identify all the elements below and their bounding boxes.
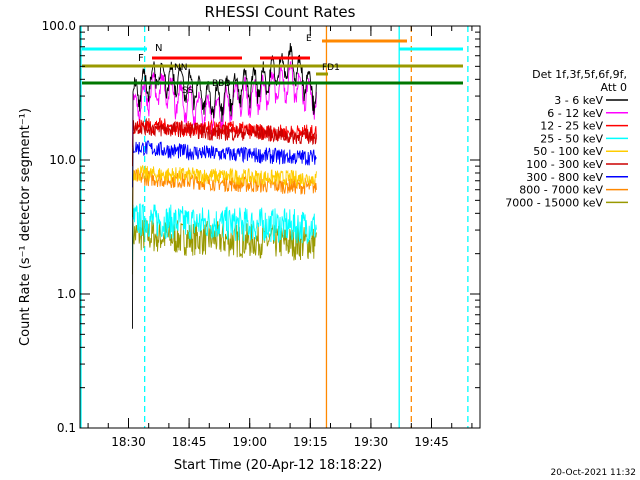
annotation-n: N <box>155 43 162 54</box>
series-line-5 <box>132 117 317 167</box>
x-tick-label-5: 19:45 <box>414 435 449 449</box>
legend-label-2: 12 - 25 keV <box>540 120 603 133</box>
legend-label-6: 300 - 800 keV <box>526 171 603 184</box>
annotation-e: E <box>306 34 312 44</box>
annotation-nn: NN <box>174 63 187 73</box>
y-axis-label: Count Rate (s⁻¹ detector segment⁻¹) <box>18 108 33 346</box>
x-tick-label-0: 18:30 <box>111 435 146 449</box>
series-line-6 <box>132 140 317 188</box>
series-line-1 <box>132 60 317 148</box>
legend-label-5: 100 - 300 keV <box>526 158 603 171</box>
plot-frame <box>79 25 481 429</box>
legend-label-3: 25 - 50 keV <box>540 132 603 145</box>
annotation-ss: SS <box>182 86 194 96</box>
annotation-fd1: FD1 <box>322 63 340 73</box>
legend-header-2: Att 0 <box>601 81 627 94</box>
series-line-7 <box>132 168 317 218</box>
legend-label-4: 50 - 100 keV <box>533 145 603 158</box>
legend-header-1: Det 1f,3f,5f,6f,9f, <box>532 68 627 81</box>
series-line-0 <box>132 42 317 329</box>
x-tick-label-3: 19:15 <box>293 435 328 449</box>
series-line-4 <box>132 164 317 214</box>
legend-label-7: 800 - 7000 keV <box>519 184 603 197</box>
series-line-3 <box>132 203 317 260</box>
annotation-f: F <box>138 53 144 64</box>
x-tick-label-1: 18:45 <box>172 435 207 449</box>
y-tick-label-3: 100.0 <box>42 19 76 33</box>
y-tick-label-2: 10.0 <box>49 153 76 167</box>
legend-label-0: 3 - 6 keV <box>554 94 603 107</box>
x-tick-label-4: 19:30 <box>354 435 389 449</box>
x-tick-label-2: 19:00 <box>232 435 267 449</box>
chart-title: RHESSI Count Rates <box>205 3 356 21</box>
timestamp: 20-Oct-2021 11:32 <box>551 468 636 478</box>
y-tick-label-1: 1.0 <box>57 287 76 301</box>
x-axis-label: Start Time (20-Apr-12 18:18:22) <box>174 458 382 473</box>
y-tick-label-0: 0.1 <box>57 421 76 435</box>
legend-label-8: 7000 - 15000 keV <box>505 196 603 209</box>
axes: 0.1 1.0 10.0 100.0 18:30 18:45 19:00 19:15 19:30… <box>42 19 481 449</box>
legend-label-1: 6 - 12 keV <box>547 107 603 120</box>
annotation-bbb: BBB <box>212 79 231 89</box>
